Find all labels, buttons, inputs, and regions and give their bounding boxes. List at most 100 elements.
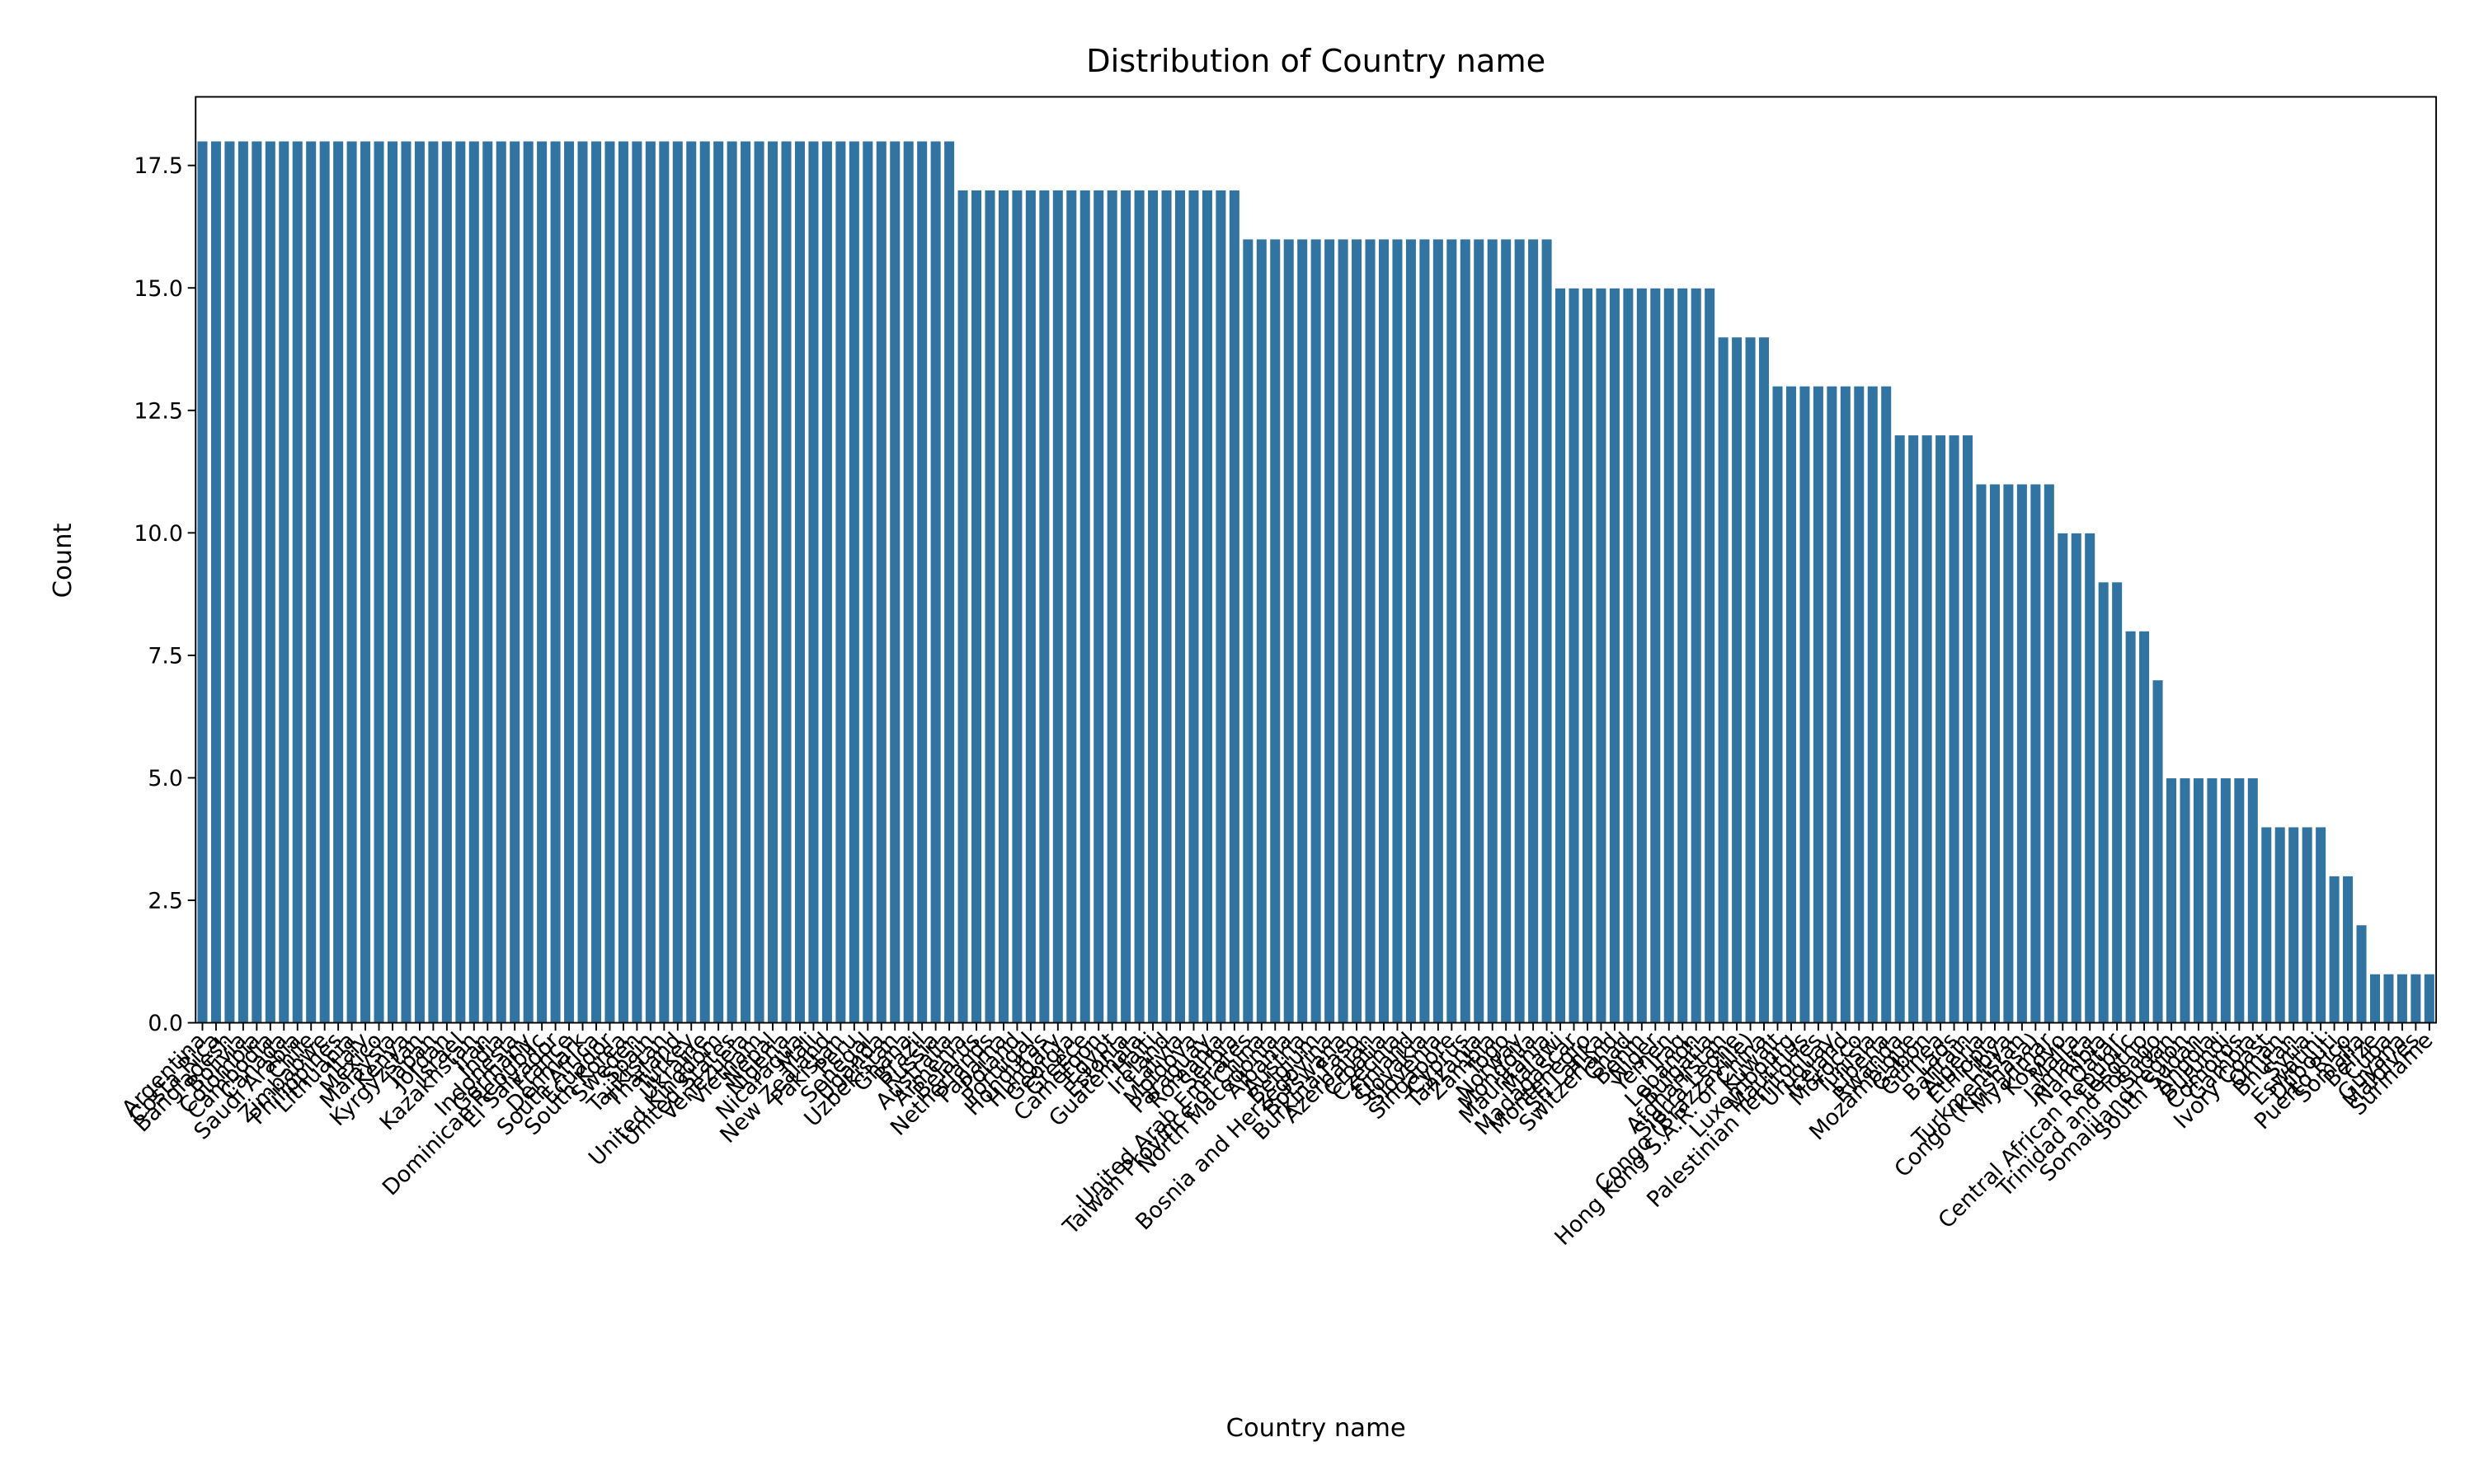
bar — [1677, 287, 1689, 1024]
bar — [1255, 238, 1268, 1024]
bar — [1201, 189, 1214, 1024]
bar — [482, 140, 494, 1024]
bar — [2260, 826, 2273, 1024]
bar — [1418, 238, 1431, 1024]
bar — [522, 140, 534, 1024]
bar — [2341, 875, 2354, 1024]
bar — [413, 140, 426, 1024]
bar — [562, 140, 576, 1024]
bar — [1459, 238, 1471, 1024]
bar — [535, 140, 548, 1024]
bar — [1051, 189, 1064, 1024]
bar — [1038, 189, 1051, 1024]
bar — [1486, 238, 1498, 1024]
bar — [943, 140, 956, 1024]
bar — [739, 140, 752, 1024]
bar — [1310, 238, 1322, 1024]
y-tick-label: 15.0 — [134, 276, 183, 302]
bar — [2423, 973, 2436, 1024]
bar — [1717, 336, 1729, 1024]
bar — [291, 140, 303, 1024]
bar — [1106, 189, 1118, 1024]
bar — [1988, 483, 2001, 1024]
bar — [929, 140, 942, 1024]
bar — [1323, 238, 1336, 1024]
bar — [726, 140, 738, 1024]
bar — [1526, 238, 1540, 1024]
bar — [2328, 875, 2340, 1024]
bar — [671, 140, 684, 1024]
bar — [1771, 385, 1784, 1024]
bar — [1242, 238, 1254, 1024]
bar — [590, 140, 603, 1024]
bar — [780, 140, 793, 1024]
y-tick-label: 5.0 — [148, 766, 183, 791]
bar — [2070, 532, 2082, 1024]
bar — [440, 140, 454, 1024]
bar — [848, 140, 860, 1024]
bar — [196, 140, 209, 1024]
bar — [223, 140, 236, 1024]
bar — [2043, 483, 2055, 1024]
bar — [1011, 189, 1023, 1024]
bar — [1146, 189, 1159, 1024]
bar — [1093, 189, 1105, 1024]
bar — [1296, 238, 1309, 1024]
bar — [658, 140, 670, 1024]
bar — [835, 140, 847, 1024]
bar — [1948, 434, 1960, 1024]
bar — [957, 189, 969, 1024]
bar — [346, 140, 358, 1024]
bar — [631, 140, 643, 1024]
bar — [1160, 189, 1173, 1024]
bar — [1785, 385, 1798, 1024]
bar — [2165, 777, 2178, 1024]
plot-frame — [195, 96, 2438, 1024]
bar — [1839, 385, 1851, 1024]
bar — [1133, 189, 1145, 1024]
bar — [793, 140, 807, 1024]
x-axis-label: Country name — [1226, 1414, 1406, 1443]
bar — [821, 140, 834, 1024]
y-tick-label: 7.5 — [148, 643, 183, 669]
bar — [1024, 189, 1037, 1024]
bar — [1473, 238, 1485, 1024]
bar — [373, 140, 385, 1024]
bar — [454, 140, 467, 1024]
bar — [1866, 385, 1879, 1024]
bar — [264, 140, 276, 1024]
bar — [1554, 287, 1567, 1024]
bar — [1432, 238, 1445, 1024]
bar — [509, 140, 521, 1024]
bar — [685, 140, 698, 1024]
bar — [2314, 826, 2327, 1024]
bar — [1635, 287, 1648, 1024]
y-tick-label: 10.0 — [134, 521, 183, 547]
bar — [2246, 777, 2259, 1024]
bar — [1622, 287, 1634, 1024]
bar — [2396, 973, 2409, 1024]
bar — [997, 189, 1010, 1024]
bar — [1663, 287, 1675, 1024]
bar — [766, 140, 779, 1024]
bar — [617, 140, 630, 1024]
bar — [1377, 238, 1390, 1024]
bar — [902, 140, 915, 1024]
bar — [1215, 189, 1227, 1024]
bar — [1174, 189, 1187, 1024]
bar — [2138, 630, 2151, 1024]
bar — [2002, 483, 2015, 1024]
bar — [2179, 777, 2191, 1024]
bar — [2124, 630, 2137, 1024]
bar — [576, 140, 589, 1024]
bar — [915, 140, 929, 1024]
bar — [1391, 238, 1404, 1024]
bar — [604, 140, 616, 1024]
bar — [1350, 238, 1363, 1024]
bar — [1079, 189, 1091, 1024]
bar — [1649, 287, 1662, 1024]
bar — [1404, 238, 1418, 1024]
bar — [1744, 336, 1757, 1024]
bar — [237, 140, 250, 1024]
bar — [2084, 532, 2096, 1024]
